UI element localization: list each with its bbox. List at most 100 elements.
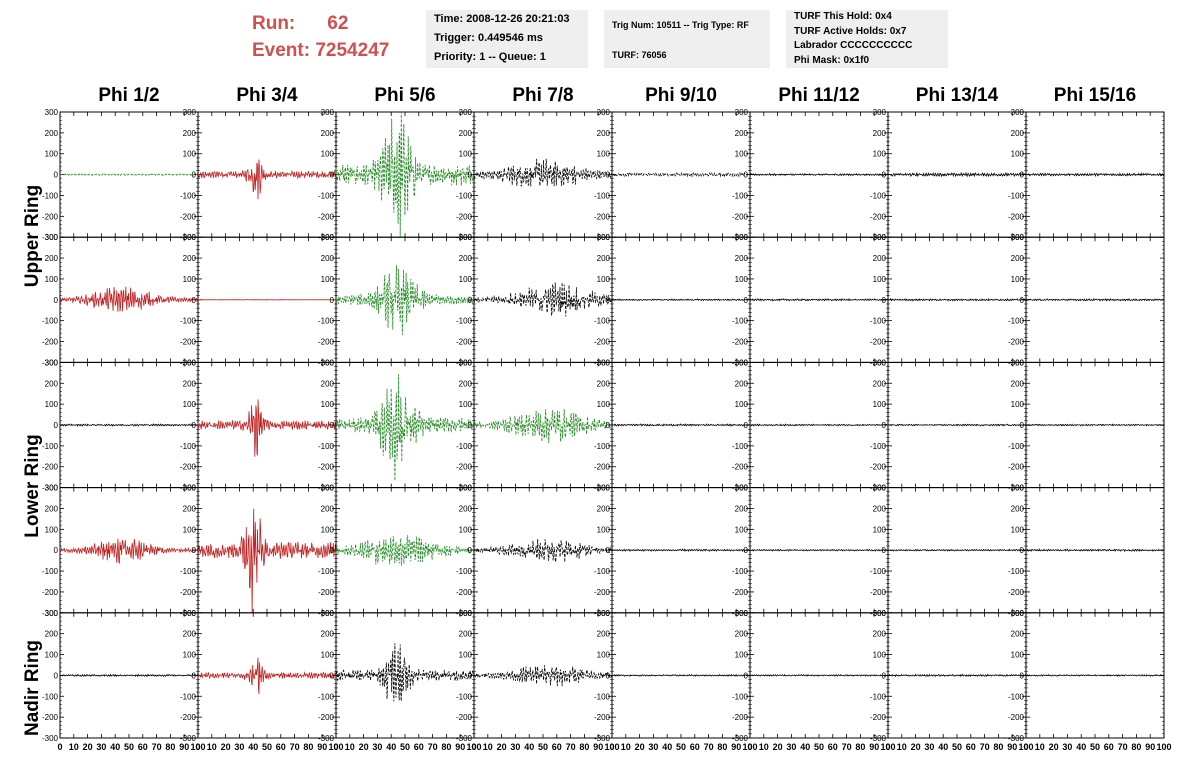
y-tick-label: -200 <box>732 338 749 347</box>
y-tick-label: -100 <box>594 567 611 576</box>
y-tick-label: 0 <box>330 296 335 305</box>
y-tick-label: 200 <box>1011 504 1025 513</box>
col-header-phi-3-4: Phi 3/4 <box>236 85 298 106</box>
y-tick-label: -300 <box>870 734 887 743</box>
y-tick-label: 300 <box>873 609 887 618</box>
x-tick-label: 30 <box>1062 742 1072 752</box>
x-tick-label: 50 <box>262 742 272 752</box>
y-tick-label: -200 <box>732 588 749 597</box>
y-tick-label: 300 <box>1011 484 1025 493</box>
y-tick-label: 0 <box>192 296 197 305</box>
x-tick-label: 60 <box>1104 742 1114 752</box>
x-tick-label: 30 <box>510 742 520 752</box>
x-tick-label: 30 <box>924 742 934 752</box>
y-tick-label: 0 <box>882 671 887 680</box>
x-tick-label: 10 <box>207 742 217 752</box>
waveform-r3-c7 <box>1025 548 1165 553</box>
y-tick-label: -100 <box>42 191 59 200</box>
y-tick-label: 300 <box>597 108 611 117</box>
x-tick-label: 70 <box>152 742 162 752</box>
y-tick-label: 200 <box>873 379 887 388</box>
y-tick-label: -100 <box>1008 317 1025 326</box>
x-tick-label: 60 <box>414 742 424 752</box>
y-tick-label: 100 <box>1011 525 1025 534</box>
time-info-box: Time: 2008-12-26 20:21:03 Trigger: 0.449… <box>426 10 588 68</box>
y-tick-label: 200 <box>459 630 473 639</box>
y-tick-label: 100 <box>183 400 197 409</box>
y-tick-label: 200 <box>735 254 749 263</box>
x-tick-label: 100 <box>466 742 481 752</box>
y-tick-label: 200 <box>183 504 197 513</box>
y-tick-label: -100 <box>180 317 197 326</box>
y-tick-label: 0 <box>744 546 749 555</box>
waveform-r2-c6 <box>887 423 1027 427</box>
y-tick-label: 100 <box>1011 275 1025 284</box>
waveform-r2-c0 <box>59 423 199 427</box>
x-tick-label: 40 <box>1076 742 1086 752</box>
waveform-r1-c4 <box>611 298 751 302</box>
y-tick-label: -300 <box>1008 609 1025 618</box>
x-tick-label: 0 <box>195 742 200 752</box>
y-tick-label: 200 <box>735 504 749 513</box>
y-tick-label: 200 <box>873 630 887 639</box>
y-tick-label: 300 <box>459 484 473 493</box>
x-tick-label: 90 <box>317 742 327 752</box>
turf-line: TURF: 76056 <box>612 50 667 60</box>
y-tick-label: 200 <box>45 504 59 513</box>
x-tick-label: 10 <box>897 742 907 752</box>
y-tick-label: -200 <box>1008 212 1025 221</box>
y-tick-label: 200 <box>183 129 197 138</box>
x-tick-label: 100 <box>1018 742 1033 752</box>
y-tick-label: 0 <box>882 296 887 305</box>
waveform-r1-c6 <box>887 297 1027 302</box>
x-tick-label: 80 <box>303 742 313 752</box>
y-tick-label: -200 <box>180 588 197 597</box>
y-tick-label: -100 <box>732 692 749 701</box>
y-tick-label: 200 <box>597 254 611 263</box>
x-tick-label: 100 <box>190 742 205 752</box>
y-tick-label: 100 <box>735 525 749 534</box>
y-tick-label: 200 <box>459 129 473 138</box>
y-tick-label: 100 <box>873 525 887 534</box>
y-tick-label: -300 <box>1008 233 1025 242</box>
x-tick-label: 20 <box>497 742 507 752</box>
y-tick-label: 300 <box>45 358 59 367</box>
x-tick-label: 50 <box>952 742 962 752</box>
y-tick-label: 0 <box>606 671 611 680</box>
y-tick-label: 200 <box>1011 129 1025 138</box>
y-tick-label: 300 <box>459 233 473 242</box>
y-tick-label: -300 <box>870 609 887 618</box>
y-tick-label: 0 <box>1020 296 1025 305</box>
y-tick-label: -200 <box>318 338 335 347</box>
y-tick-label: 200 <box>321 129 335 138</box>
y-tick-label: 0 <box>744 171 749 180</box>
y-tick-label: -200 <box>870 212 887 221</box>
waveform-r4-c7 <box>1025 673 1165 678</box>
y-tick-label: 0 <box>468 171 473 180</box>
x-tick-label: 90 <box>731 742 741 752</box>
y-tick-label: 0 <box>330 171 335 180</box>
y-tick-label: 300 <box>183 358 197 367</box>
y-tick-label: -100 <box>594 191 611 200</box>
y-tick-label: 300 <box>735 484 749 493</box>
y-tick-label: -100 <box>456 191 473 200</box>
waveform-r2-c2 <box>335 374 475 481</box>
y-tick-label: 0 <box>882 421 887 430</box>
y-tick-label: -300 <box>732 734 749 743</box>
y-tick-label: 100 <box>1011 651 1025 660</box>
x-tick-label: 100 <box>742 742 757 752</box>
y-tick-label: 200 <box>459 504 473 513</box>
y-tick-label: 200 <box>873 254 887 263</box>
y-tick-label: 100 <box>183 275 197 284</box>
x-tick-label: 20 <box>773 742 783 752</box>
y-tick-label: -200 <box>318 588 335 597</box>
y-tick-label: -100 <box>180 692 197 701</box>
trig-info-box: Trig Num: 10511 -- Trig Type: RF TURF: 7… <box>604 10 770 68</box>
x-tick-label: 80 <box>855 742 865 752</box>
labrador-line: Labrador CCCCCCCCCC <box>794 40 913 51</box>
x-tick-label: 10 <box>69 742 79 752</box>
y-tick-label: -100 <box>318 442 335 451</box>
run-row: Run: 62 <box>252 10 422 37</box>
y-tick-label: 100 <box>45 651 59 660</box>
